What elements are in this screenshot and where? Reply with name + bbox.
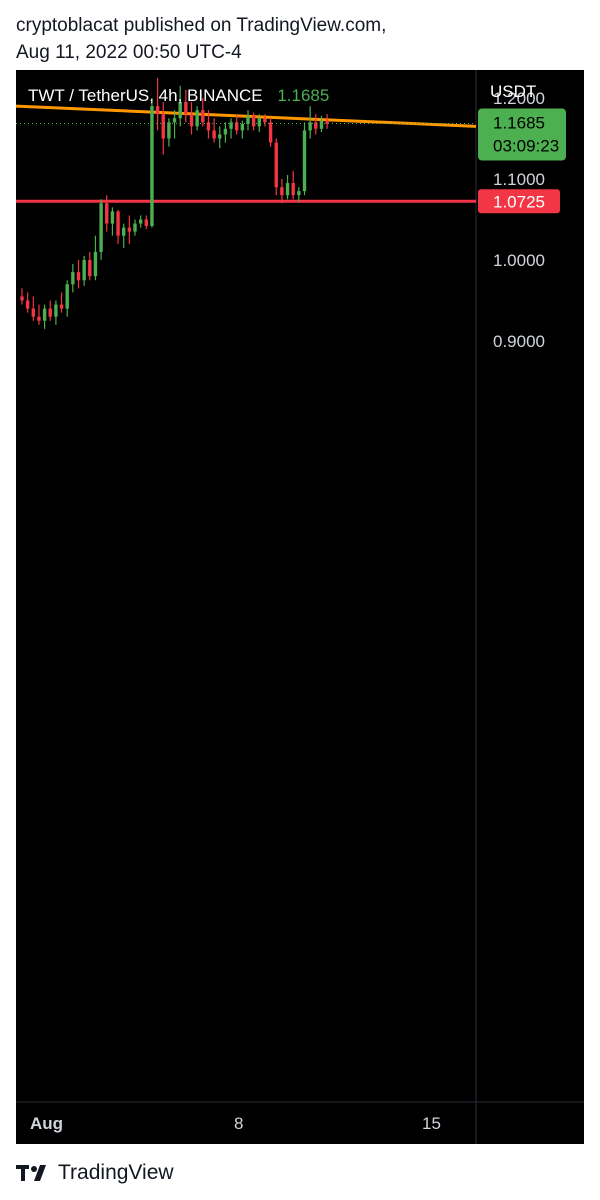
candle-body [167,122,171,139]
candle-body [138,219,143,224]
candle-body [54,304,58,317]
candle-body [297,191,301,196]
last-price-label: 1.1685 [493,114,545,133]
candle-body [274,142,278,188]
price-tick-label: 1.1000 [493,170,545,189]
publication-header: cryptoblacat published on TradingView.co… [16,12,386,66]
candle-body [161,114,165,139]
candle-body [25,300,30,309]
candlestick-chart[interactable]: 2.00001.80001.70001.50001.30001.20001.10… [15,8,584,1144]
last-price-badge [478,108,566,161]
price-tick-label: 1.2000 [493,89,545,108]
candle-body [201,110,205,123]
candle-body [178,102,182,119]
candle-body [184,102,188,115]
candle-body [20,296,24,301]
candle-body [218,134,222,139]
legend-last-price: 1.1685 [277,86,329,105]
price-tick-label: 1.0000 [493,251,545,270]
last-price-group: 1.1685 03:09:23 [16,108,566,161]
trend-line-group[interactable] [15,104,477,128]
candle-body [65,284,69,309]
level-price-badge [478,189,560,214]
candle-body [285,183,290,196]
brand-name: TradingView [58,1161,174,1184]
candle-body [48,308,52,317]
candle-body [172,118,177,123]
candle-body [229,122,233,129]
tradingview-footer: TradingView [16,1158,174,1188]
candle-body [59,304,64,309]
candle-body [122,227,126,236]
candle-body [150,106,154,226]
candle-body [206,122,211,131]
candle-body [280,187,284,196]
publisher-line: cryptoblacat published on TradingView.co… [16,15,387,36]
time-tick-label: Aug [30,1114,63,1133]
price-tick-label: 0.9000 [493,332,545,351]
candle-body [314,122,318,129]
candle-body [155,106,160,115]
candle-body [268,122,273,143]
candle-body [291,183,295,196]
candle-body [127,227,132,232]
candle-body [105,203,109,224]
candle-body [189,114,194,127]
candles [20,77,329,329]
candle-body [76,272,81,281]
candle-body [263,118,267,123]
candle-body [223,128,228,135]
candle-body [235,122,239,131]
publish-date: Aug 11, 2022 00:50 UTC-4 [16,42,242,63]
candle-body [195,110,199,127]
candle-body [144,219,148,226]
candle-body [71,272,75,285]
time-tick-label: 8 [234,1114,243,1133]
time-axis[interactable]: Aug 8 15 [30,1114,441,1133]
candle-body [246,115,250,124]
candle-body [93,251,98,277]
candle-body [99,203,103,252]
candle-body [42,308,47,321]
candle-body [251,115,256,127]
candle-body [82,260,86,281]
candle-body [240,123,245,131]
candle-body [116,211,120,236]
axis-currency-label: USDT [490,82,536,101]
symbol-legend: TWT / TetherUS, 4h, BINANCE 1.1685 [28,86,329,105]
candle-body [110,211,115,224]
chart-background [16,70,584,1144]
symbol-info: TWT / TetherUS, 4h, BINANCE [28,86,263,105]
candle-body [31,308,35,317]
level-price-label: 1.0725 [493,192,545,211]
candle-body [257,118,261,127]
countdown-label: 03:09:23 [493,137,559,156]
trend-line [15,104,477,128]
candle-body [308,122,312,131]
candle-body [88,260,92,277]
time-tick-label: 15 [422,1114,441,1133]
candle-body [133,223,137,232]
candle-body [302,130,307,192]
candle-body [37,316,41,321]
tradingview-logo-icon [16,1165,46,1181]
candle-body [319,120,324,129]
candle-body [325,120,329,124]
chart-container[interactable]: 2.00001.80001.70001.50001.30001.20001.10… [15,8,584,1144]
candle-body [212,130,216,139]
